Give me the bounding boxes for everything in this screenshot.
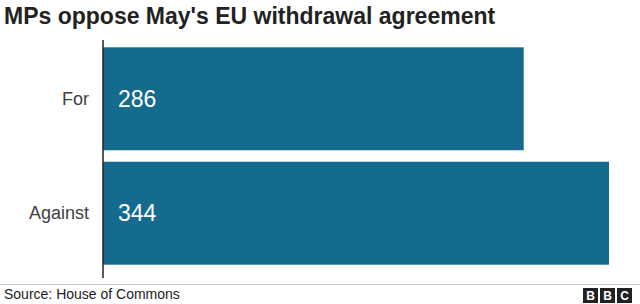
logo-box: [600, 288, 615, 303]
logo: BBC: [583, 288, 632, 303]
data-label: 286: [118, 86, 156, 112]
logo-box: [617, 288, 632, 303]
logo-box: [583, 288, 598, 303]
axis-line: [102, 40, 104, 278]
category-axis: For Against: [29, 40, 103, 278]
logo-letter: B: [586, 289, 595, 303]
bars: [103, 47, 609, 264]
separator: [0, 284, 640, 285]
tick-label: Against: [29, 203, 89, 223]
bar: [103, 162, 609, 265]
tick-label: For: [62, 89, 89, 109]
bar: [103, 47, 524, 150]
chart: MPs oppose May's EU withdrawal agreement…: [0, 0, 640, 304]
data-label: 344: [118, 200, 157, 226]
title: MPs oppose May's EU withdrawal agreement: [4, 3, 495, 29]
logo-letter: C: [620, 289, 629, 303]
source: Source: House of Commons: [4, 286, 180, 302]
data-labels: 286 344: [118, 86, 157, 226]
tick: Against: [29, 203, 103, 223]
logo-letter: B: [603, 289, 612, 303]
tick: For: [62, 89, 103, 109]
logo-text: BBC: [586, 289, 629, 303]
